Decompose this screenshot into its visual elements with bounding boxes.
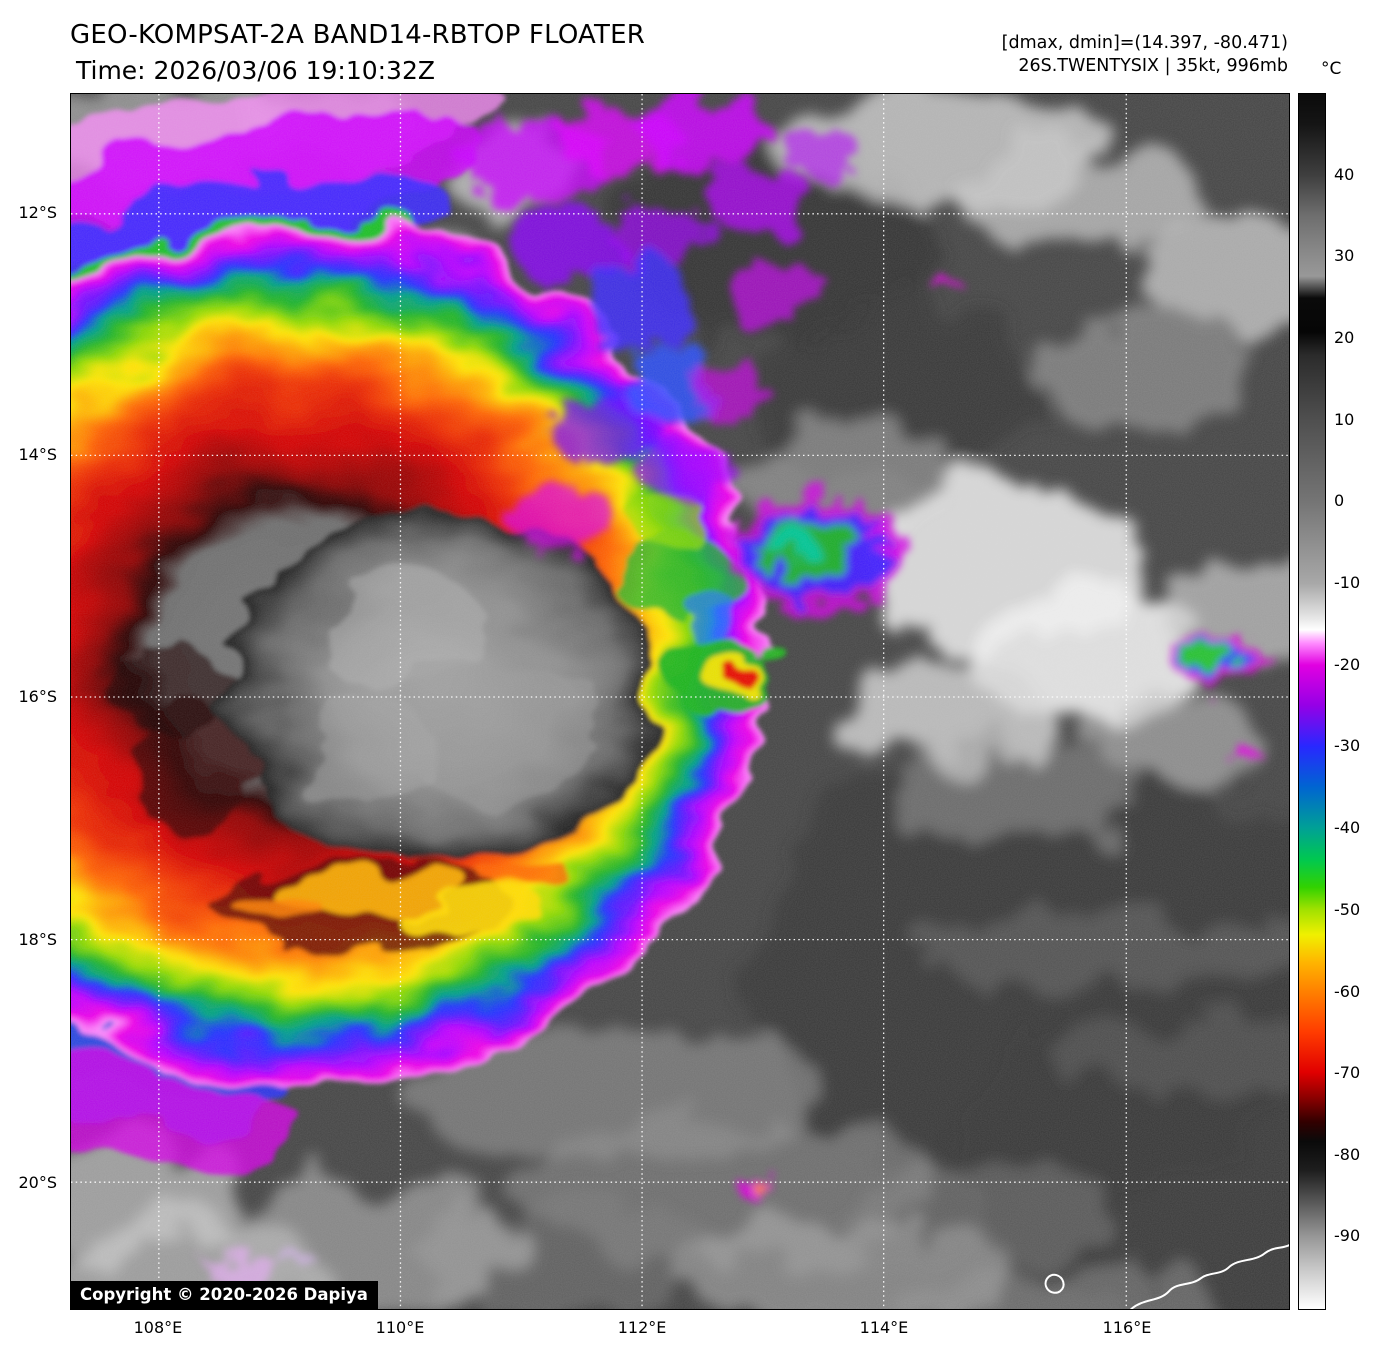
time-label: Time: 2026/03/06 19:10:32Z — [76, 56, 435, 85]
colorbar-ticks: 40 30 20 10 0 -10 -20 -30 -40 -50 -60 -7… — [1334, 93, 1388, 1310]
coastline — [1044, 1244, 1289, 1309]
lon-grid-label: 110°E — [375, 1318, 425, 1337]
page-title: GEO-KOMPSAT-2A BAND14-RBTOP FLOATER — [70, 20, 645, 50]
lat-grid-label: 16°S — [18, 686, 57, 706]
lat-grid-label: 12°S — [18, 202, 57, 222]
colorbar-tick-label: -40 — [1334, 818, 1361, 838]
lat-grid-label: 14°S — [18, 445, 57, 465]
colorbar-tick-label: -90 — [1334, 1226, 1361, 1246]
graticule — [71, 94, 1289, 1309]
map-plot-area: Copyright © 2020-2026 Dapiya — [70, 93, 1290, 1310]
lon-grid-label: 114°E — [859, 1318, 909, 1337]
header-meta: [dmax, dmin]=(14.397, -80.471) 26S.TWENT… — [1002, 32, 1288, 78]
colorbar-tick-label: 40 — [1334, 164, 1355, 184]
colorbar-tick-label: 30 — [1334, 246, 1355, 266]
film-grain — [71, 94, 1289, 1309]
lat-grid-label: 18°S — [18, 930, 57, 950]
lon-grid-label: 112°E — [617, 1318, 667, 1337]
colorbar-tick-label: -80 — [1334, 1144, 1361, 1164]
colorbar-tick-label: -70 — [1334, 1063, 1361, 1083]
colorbar-tick-label: -20 — [1334, 654, 1361, 674]
colorbar-tick-label: 10 — [1334, 409, 1355, 429]
colorbar-tick-label: 20 — [1334, 327, 1355, 347]
lon-grid-label: 108°E — [133, 1318, 183, 1337]
colorbar-unit-label: °C — [1321, 59, 1342, 79]
lon-grid-label: 116°E — [1102, 1318, 1152, 1337]
colorbar-tick-label: 0 — [1334, 491, 1345, 511]
colorbar-tick-label: -10 — [1334, 573, 1361, 593]
colorbar-tick-label: -30 — [1334, 736, 1361, 756]
storm-info-label: 26S.TWENTYSIX | 35kt, 996mb — [1018, 56, 1288, 76]
latitude-axis: 12°S 14°S 16°S 18°S 20°S — [0, 93, 63, 1310]
satellite-image — [71, 94, 1289, 1309]
colorbar — [1298, 93, 1326, 1310]
lat-grid-label: 20°S — [18, 1172, 57, 1192]
colorbar-tick-label: -50 — [1334, 899, 1361, 919]
colorbar-tick-label: -60 — [1334, 981, 1361, 1001]
copyright-badge: Copyright © 2020-2026 Dapiya — [71, 1281, 378, 1309]
data-range-label: [dmax, dmin]=(14.397, -80.471) — [1001, 33, 1288, 53]
longitude-axis: 108°E 110°E 112°E 114°E 116°E — [70, 1314, 1290, 1344]
